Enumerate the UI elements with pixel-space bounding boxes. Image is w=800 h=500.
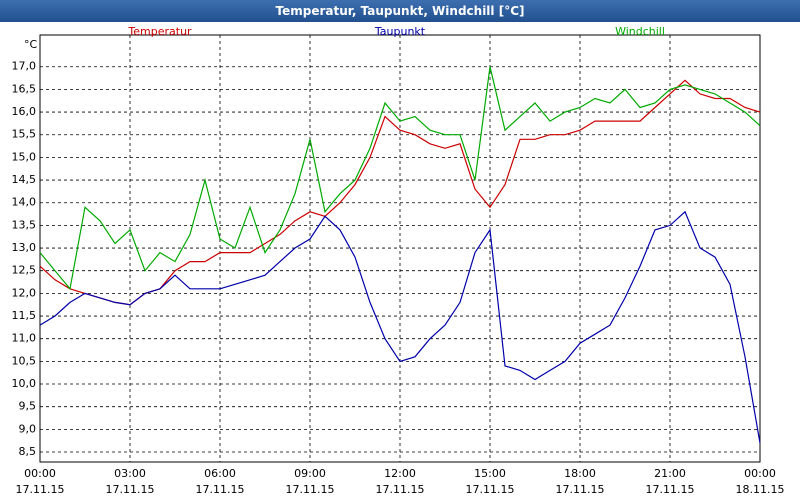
y-tick-label: 9,0: [19, 422, 37, 435]
x-tick-date: 17.11.15: [556, 483, 605, 496]
y-tick-label: 11,0: [12, 332, 37, 345]
x-tick-label: 00:00: [744, 467, 776, 480]
chart: °C 8,5 9,0 9,5 10,0 10,5 11,0 11,5 12,0 12,5 13,0…: [0, 22, 800, 500]
x-tick-label: 15:00: [474, 467, 506, 480]
y-tick-label: 11,5: [12, 309, 37, 322]
background: [0, 22, 800, 500]
y-tick-label: 13,0: [12, 241, 37, 254]
x-tick-date: 17.11.15: [466, 483, 515, 496]
y-unit: °C: [24, 38, 38, 51]
y-tick-label: 15,5: [12, 128, 37, 141]
y-tick-label: 16,5: [12, 82, 37, 95]
y-tick-label: 16,0: [12, 105, 37, 118]
y-tick-label: 15,0: [12, 150, 37, 163]
x-tick-date: 17.11.15: [106, 483, 155, 496]
y-tick-label: 12,0: [12, 286, 37, 299]
y-tick-label: 10,5: [12, 354, 37, 367]
plot-frame: [39, 34, 761, 463]
legend-entry: Temperatur: [127, 25, 192, 38]
x-tick-date: 17.11.15: [16, 483, 65, 496]
x-tick-date: 17.11.15: [646, 483, 695, 496]
series-line: [39, 210, 761, 444]
y-tick-label: 13,5: [12, 218, 37, 231]
y-tick-label: 12,5: [12, 264, 37, 277]
x-tick-label: 00:00: [24, 467, 56, 480]
x-tick-date: 17.11.15: [286, 483, 335, 496]
x-tick-date: 18.11.15: [736, 483, 785, 496]
y-tick-label: 8,5: [19, 445, 37, 458]
x-tick-label: 12:00: [384, 467, 416, 480]
x-tick-label: 06:00: [204, 467, 236, 480]
x-tick-date: 17.11.15: [196, 483, 245, 496]
series-line: [39, 66, 761, 291]
title-bar: Temperatur, Taupunkt, Windchill [°C]: [0, 0, 800, 22]
legend-entry: Taupunkt: [374, 25, 426, 38]
x-tick-label: 21:00: [654, 467, 686, 480]
y-tick-label: 14,0: [12, 196, 37, 209]
chart-title: Temperatur, Taupunkt, Windchill [°C]: [275, 4, 525, 18]
y-tick-label: 14,5: [12, 173, 37, 186]
x-tick-label: 09:00: [294, 467, 326, 480]
legend-entry: Windchill: [615, 25, 665, 38]
y-tick-label: 9,5: [19, 400, 37, 413]
y-tick-label: 17,0: [12, 60, 37, 73]
x-tick-label: 03:00: [114, 467, 146, 480]
x-tick-date: 17.11.15: [376, 483, 425, 496]
y-tick-label: 10,0: [12, 377, 37, 390]
x-tick-label: 18:00: [564, 467, 596, 480]
